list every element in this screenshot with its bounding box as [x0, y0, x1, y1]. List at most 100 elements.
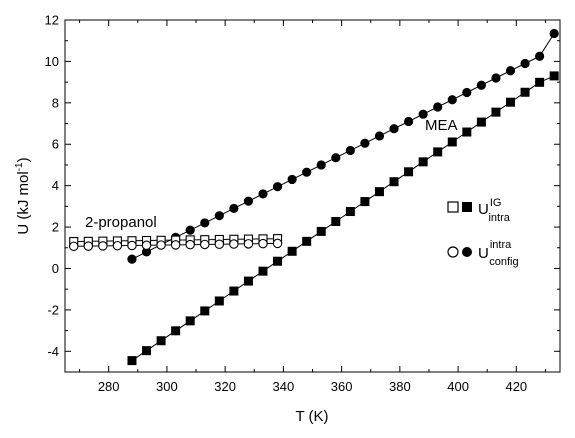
data-point-open-circle	[127, 240, 137, 251]
y-tick-label: 10	[45, 54, 59, 69]
y-tick-label: 6	[52, 137, 59, 152]
data-point-square	[171, 326, 181, 336]
data-point-open-circle	[243, 239, 254, 249]
data-point-circle	[549, 28, 559, 39]
data-point-open-circle	[214, 239, 225, 249]
data-point-circle	[141, 247, 152, 257]
plot-frame	[64, 19, 561, 373]
data-point-square	[287, 246, 297, 256]
data-point-square	[360, 197, 370, 207]
annotation-2-propanol: 2-propanol	[85, 214, 157, 231]
data-point-square	[476, 117, 486, 127]
data-point-square	[229, 286, 239, 296]
data-point-open-circle	[83, 241, 94, 251]
data-point-square	[258, 266, 268, 276]
y-tick-label: 4	[52, 178, 59, 193]
x-tick-label: 380	[389, 379, 411, 394]
data-point-circle	[127, 254, 137, 264]
y-tick-label: 0	[52, 261, 59, 276]
data-point-square	[433, 147, 443, 157]
data-point-open-circle	[68, 241, 79, 252]
data-point-square	[520, 87, 530, 97]
data-point-square	[214, 296, 224, 306]
data-point-square	[535, 77, 545, 87]
x-tick-label: 400	[447, 379, 469, 394]
x-axis-title: T (K)	[295, 408, 328, 425]
data-point-square	[404, 167, 414, 177]
x-tick-labels: 280 300 320 340 360 380 400 420	[98, 379, 527, 394]
data-point-open-circle	[170, 240, 181, 250]
data-point-circle	[374, 131, 385, 141]
data-point-open-circle	[272, 238, 283, 249]
data-point-square	[389, 177, 399, 187]
legend-open-square-icon	[447, 201, 459, 213]
data-point-square	[549, 71, 559, 81]
x-tick-label: 420	[505, 379, 527, 394]
data-point-open-circle	[112, 240, 123, 251]
data-point-square	[200, 306, 210, 316]
data-point-circle	[272, 182, 283, 192]
data-point-circle	[447, 95, 457, 105]
y-tick-label: -2	[47, 302, 59, 317]
data-point-square	[316, 226, 326, 236]
axis-ticks	[65, 19, 560, 373]
data-point-open-circle	[185, 239, 195, 250]
series-line	[131, 33, 555, 260]
data-point-open-circle	[229, 239, 239, 249]
data-point-square	[418, 157, 428, 167]
data-point-circle	[418, 109, 428, 119]
x-tick-label: 360	[331, 379, 353, 394]
data-point-circle	[491, 73, 501, 83]
data-point-square	[491, 107, 501, 117]
x-tick-label: 280	[98, 379, 120, 394]
data-point-square	[462, 127, 472, 137]
data-point-square	[331, 216, 341, 226]
data-point-square	[447, 137, 457, 147]
annotation-mea: MEA	[425, 117, 458, 134]
data-point-square	[302, 236, 312, 246]
data-point-square	[185, 316, 195, 326]
data-point-circle	[214, 211, 224, 221]
data-point-square	[345, 207, 355, 217]
x-tick-label: 320	[214, 379, 236, 394]
legend-filled-square-icon	[462, 202, 472, 212]
y-tick-label: 8	[52, 95, 59, 110]
data-point-circle	[520, 58, 530, 69]
data-point-square	[243, 276, 253, 286]
data-markers	[68, 28, 559, 366]
legend-filled-circle-icon	[462, 247, 472, 257]
data-point-circle	[403, 116, 414, 127]
data-point-square	[156, 336, 166, 346]
data-point-circle	[200, 218, 210, 228]
data-point-circle	[331, 153, 341, 163]
y-tick-labels: -4 -2 0 2 4 6 8 10 12	[45, 13, 59, 359]
data-point-circle	[316, 160, 326, 170]
data-point-circle	[243, 196, 254, 206]
data-point-circle	[345, 145, 355, 156]
data-point-circle	[462, 87, 472, 98]
legend-label-u-intra-ig: UIG intra	[478, 197, 511, 224]
data-point-circle	[185, 225, 195, 235]
data-point-square	[273, 256, 283, 266]
x-tick-label: 340	[273, 379, 295, 394]
data-point-circle	[433, 102, 443, 112]
data-point-square	[127, 356, 137, 366]
data-point-open-circle	[156, 240, 166, 250]
legend-label-u-config-intra: Uintra config	[478, 239, 519, 268]
data-point-circle	[505, 66, 516, 76]
data-point-open-circle	[141, 240, 152, 251]
y-axis-title: U (kJ mol-1)	[14, 157, 32, 234]
data-point-circle	[229, 203, 239, 214]
x-tick-label: 300	[156, 379, 178, 394]
data-point-circle	[476, 80, 486, 90]
data-point-square	[506, 97, 515, 107]
legend: UIG intra Uintra config	[447, 197, 519, 268]
data-point-circle	[302, 167, 312, 177]
legend-open-circle-icon	[447, 246, 459, 258]
data-point-circle	[535, 51, 545, 61]
data-point-circle	[389, 124, 399, 134]
y-tick-label: -4	[47, 344, 59, 359]
y-tick-label: 2	[52, 220, 59, 235]
data-point-circle	[287, 174, 297, 185]
